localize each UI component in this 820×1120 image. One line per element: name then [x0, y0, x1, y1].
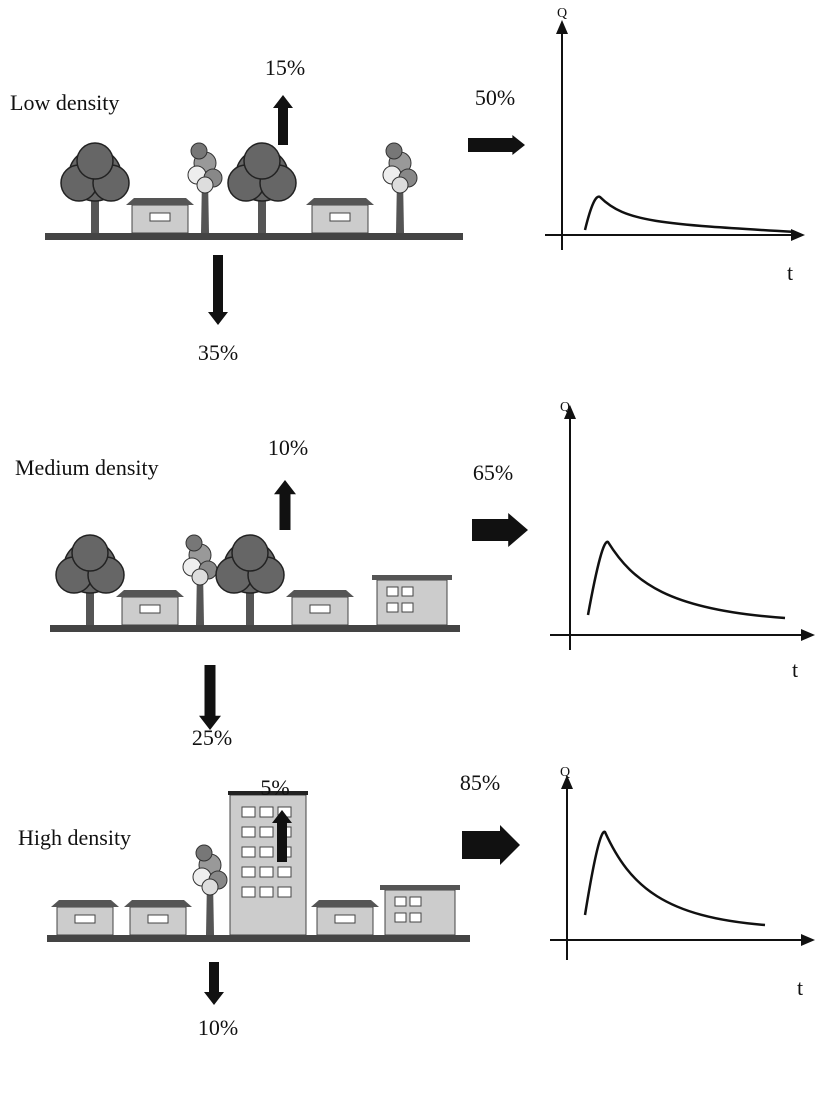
ground: [47, 935, 470, 942]
y-axis-label: Q: [557, 6, 567, 21]
office-window: [410, 913, 421, 922]
infiltration-value: 25%: [192, 725, 232, 750]
tree-crown: [392, 177, 408, 193]
infiltration-value: 35%: [198, 340, 238, 365]
hydrograph: [588, 542, 785, 618]
house-roof: [126, 198, 194, 205]
evaporation-value: 15%: [265, 55, 305, 80]
tree-crown: [186, 535, 202, 551]
infiltration-arrow: [204, 962, 224, 1005]
house-window: [335, 915, 355, 923]
tower-window: [242, 887, 255, 897]
tree-crown: [191, 143, 207, 159]
diagram: Low density 15% 35% 50% Qt Medium density 10% 2…: [0, 0, 820, 1120]
tower-window: [278, 867, 291, 877]
tower-window: [260, 867, 273, 877]
tower-window: [260, 827, 273, 837]
tree-crown: [72, 535, 108, 571]
runoff-arrow: [468, 135, 525, 155]
ground: [45, 233, 463, 240]
office-window: [410, 897, 421, 906]
office-window: [387, 603, 398, 612]
x-axis-label: t: [792, 657, 798, 682]
density-label: High density: [18, 825, 131, 850]
runoff-value: 65%: [473, 460, 513, 485]
house-roof: [311, 900, 379, 907]
infiltration-arrow: [199, 665, 221, 730]
x-axis-label: t: [797, 975, 803, 1000]
tower-window: [260, 887, 273, 897]
runoff-value: 85%: [460, 770, 500, 795]
y-axis-label: Q: [560, 765, 570, 780]
house-window: [310, 605, 330, 613]
infiltration-arrow: [208, 255, 228, 325]
infiltration-value: 10%: [198, 1015, 238, 1040]
tower-window: [260, 807, 273, 817]
y-axis-head: [556, 20, 568, 34]
tree-crown: [244, 143, 280, 179]
house-window: [140, 605, 160, 613]
tree-crown: [202, 879, 218, 895]
evaporation-arrow: [273, 95, 293, 145]
tree-crown: [386, 143, 402, 159]
evaporation-value: 5%: [260, 775, 289, 800]
office-window: [387, 587, 398, 596]
tower-window: [242, 807, 255, 817]
tree-crown: [197, 177, 213, 193]
tower-window: [260, 847, 273, 857]
house-roof: [51, 900, 119, 907]
x-axis-label: t: [787, 260, 793, 285]
house-window: [148, 915, 168, 923]
runoff-value: 50%: [475, 85, 515, 110]
house-roof: [306, 198, 374, 205]
hydrograph: [585, 832, 765, 925]
density-label: Medium density: [15, 455, 159, 480]
house-window: [330, 213, 350, 221]
x-axis-head: [801, 629, 815, 641]
tower-window: [242, 847, 255, 857]
house-roof: [116, 590, 184, 597]
house-roof: [286, 590, 354, 597]
ground: [50, 625, 460, 632]
house-window: [75, 915, 95, 923]
panel: Low density 15% 35% 50% Qt: [10, 6, 805, 365]
panel: High density 5% 10% 85% Qt: [18, 765, 815, 1040]
office-window: [402, 603, 413, 612]
hydrograph: [585, 197, 795, 232]
office-roof: [380, 885, 460, 890]
evaporation-value: 10%: [268, 435, 308, 460]
tree-crown: [77, 143, 113, 179]
runoff-arrow: [472, 513, 528, 547]
tower-window: [242, 827, 255, 837]
house-roof: [124, 900, 192, 907]
tower-window: [278, 887, 291, 897]
evaporation-arrow: [274, 480, 296, 530]
office-window: [402, 587, 413, 596]
office-roof: [372, 575, 452, 580]
panel: Medium density 10% 25% 65% Qt: [15, 400, 815, 750]
x-axis-head: [801, 934, 815, 946]
tree-crown: [192, 569, 208, 585]
runoff-arrow: [462, 825, 520, 865]
density-label: Low density: [10, 90, 119, 115]
office-window: [395, 913, 406, 922]
tower-window: [242, 867, 255, 877]
tree-crown: [196, 845, 212, 861]
house-window: [150, 213, 170, 221]
office-window: [395, 897, 406, 906]
tree-crown: [232, 535, 268, 571]
y-axis-label: Q: [560, 400, 570, 415]
